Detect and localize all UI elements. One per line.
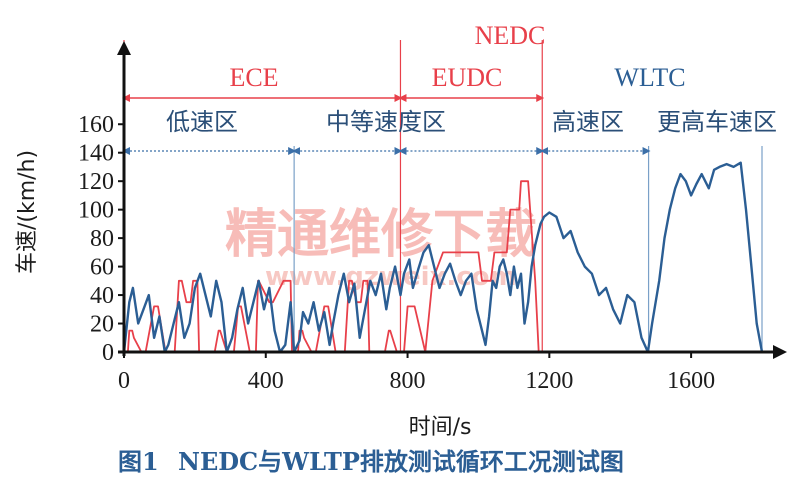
y-axis-title: 车速/(km/h) (15, 150, 40, 274)
series-layer (122, 161, 764, 354)
x-axis-title: 时间/s (409, 415, 472, 440)
x-tick-label: 800 (390, 368, 426, 394)
y-tick-label: 60 (90, 255, 114, 281)
x-tick-label: 400 (248, 368, 284, 394)
series-line-nedc (124, 180, 543, 353)
wltc-label: WLTC (614, 63, 685, 92)
zone-label-medium: 中等速度区 (326, 108, 446, 136)
figure-caption: NEDC与WLTP排放测试循环工况测试图 (178, 447, 624, 476)
x-tick-label: 1200 (525, 368, 573, 394)
nedc-label: NEDC (475, 21, 546, 50)
ece-label: ECE (229, 63, 278, 92)
x-tick-label: 0 (118, 368, 130, 394)
y-tick-label: 160 (78, 112, 114, 138)
y-tick-label: 0 (102, 340, 114, 366)
figure-number: 图1 (118, 447, 159, 476)
y-tick-label: 80 (90, 226, 114, 252)
y-tick-label: 20 (90, 312, 114, 338)
y-tick-label: 140 (78, 141, 114, 167)
zone-label-low: 低速区 (166, 108, 238, 136)
x-tick-label: 1600 (667, 368, 715, 394)
zone-label-extra-high: 更高车速区 (657, 108, 777, 136)
y-tick-label: 40 (90, 283, 114, 309)
y-tick-label: 100 (78, 198, 114, 224)
watermark-text: 精通维修下载 (225, 205, 537, 265)
y-tick-label: 120 (78, 169, 114, 195)
series-line-wltc (122, 161, 764, 354)
zone-label-high: 高速区 (552, 108, 624, 136)
eudc-label: EUDC (432, 63, 503, 92)
